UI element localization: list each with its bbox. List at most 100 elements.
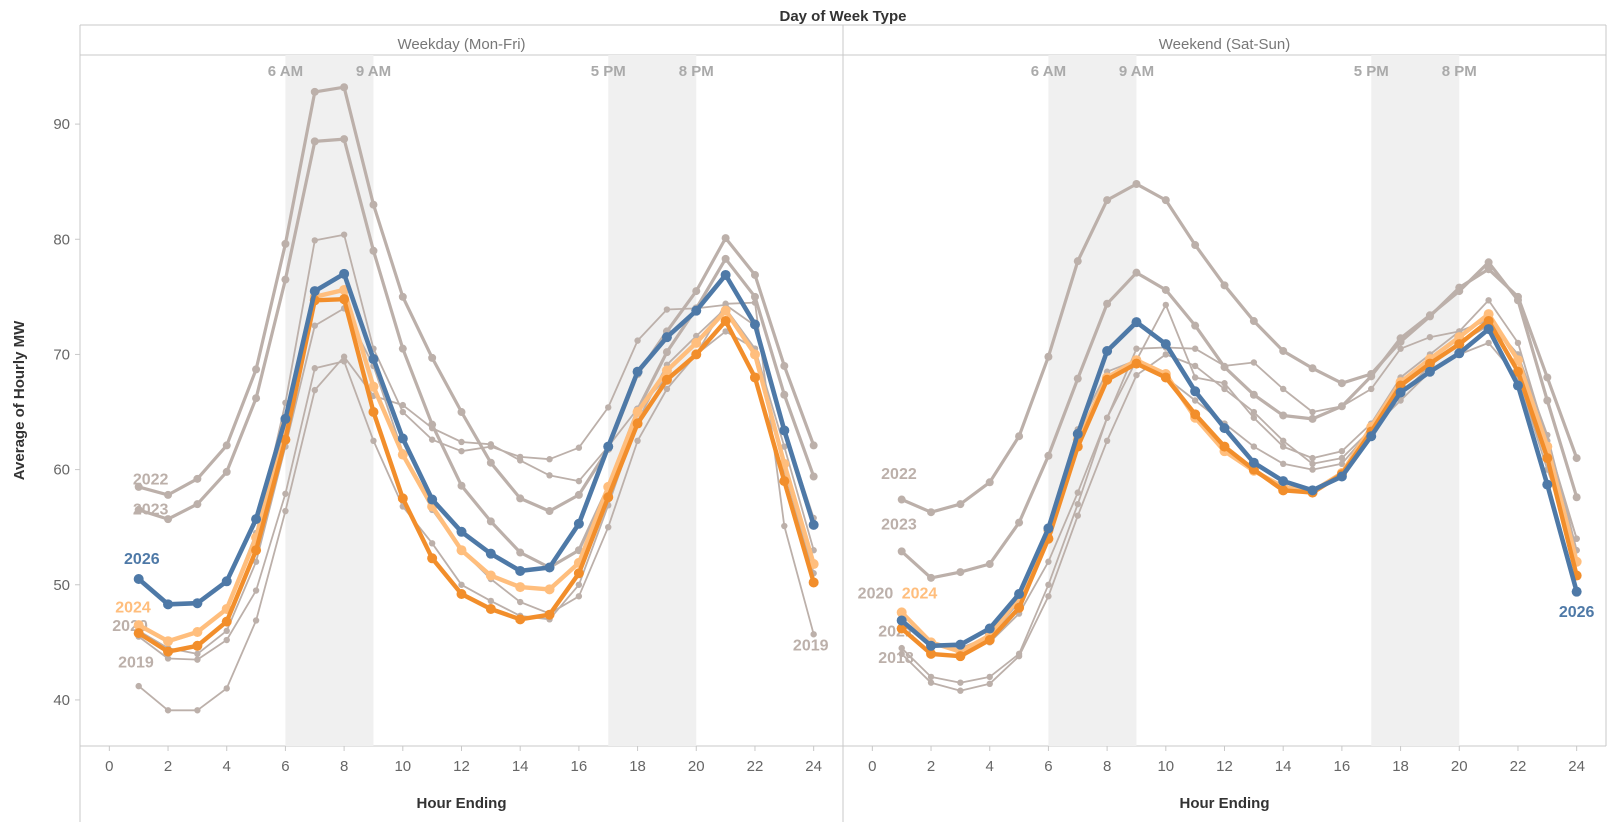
data-point: [1072, 428, 1083, 439]
x-tick-label: 22: [747, 758, 764, 775]
data-point: [1426, 333, 1434, 341]
data-point: [634, 437, 641, 445]
data-point: [808, 519, 819, 530]
data-point: [691, 337, 702, 348]
x-tick-label: 18: [1392, 758, 1409, 775]
data-point: [927, 573, 936, 582]
data-point: [1045, 558, 1052, 565]
data-point: [1250, 443, 1258, 450]
data-point: [1074, 500, 1081, 508]
data-point: [1249, 390, 1258, 399]
data-point: [1512, 366, 1523, 377]
x-tick-label: 24: [805, 758, 822, 775]
data-point: [135, 682, 142, 690]
data-point: [1250, 408, 1258, 416]
data-point: [634, 337, 641, 344]
data-point: [1250, 414, 1258, 421]
band-start-label: 5 PM: [591, 63, 626, 80]
data-point: [985, 478, 994, 487]
data-point: [1191, 374, 1199, 381]
data-point: [1368, 385, 1375, 393]
data-point: [164, 655, 172, 662]
data-point: [221, 616, 232, 627]
data-point: [575, 593, 583, 600]
series-end-label: 2019: [793, 637, 829, 654]
data-point: [986, 680, 993, 688]
data-point: [749, 372, 760, 383]
data-point: [427, 553, 438, 564]
x-tick-label: 4: [986, 758, 994, 775]
y-tick-label: 40: [53, 692, 70, 709]
data-point: [1424, 358, 1435, 369]
data-point: [721, 254, 730, 263]
data-point: [1338, 403, 1346, 410]
data-point: [1102, 345, 1113, 356]
data-point: [222, 467, 231, 476]
data-point: [1191, 362, 1199, 370]
data-point: [749, 319, 760, 330]
data-point: [985, 560, 994, 569]
data-point: [458, 438, 465, 446]
data-point: [661, 332, 672, 343]
data-point: [133, 574, 144, 585]
data-point: [575, 477, 583, 485]
x-tick-label: 10: [1157, 758, 1174, 775]
data-point: [1485, 339, 1492, 347]
data-point: [134, 482, 143, 491]
data-point: [1395, 387, 1406, 398]
data-point: [1279, 411, 1288, 420]
data-point: [1191, 345, 1199, 352]
y-tick-label: 80: [53, 231, 70, 248]
data-point: [280, 413, 291, 424]
data-point: [1132, 179, 1141, 188]
data-point: [252, 558, 260, 565]
data-point: [1279, 385, 1287, 393]
data-point: [134, 505, 143, 514]
data-point: [1044, 451, 1053, 460]
data-point: [750, 292, 759, 301]
series-label: 2026: [0, 0, 36, 4]
y-axis-title: Average of Hourly MW: [11, 320, 28, 480]
band-end-label: 8 PM: [1442, 63, 1477, 80]
band-end-label: 9 AM: [356, 63, 391, 80]
data-point: [1249, 317, 1258, 326]
x-tick-label: 8: [340, 758, 348, 775]
data-point: [1160, 372, 1171, 383]
x-tick-label: 12: [1216, 758, 1233, 775]
series-label: 2019: [118, 655, 154, 672]
data-point: [1190, 386, 1201, 397]
series-label: 2023: [881, 516, 917, 533]
data-point: [661, 365, 672, 376]
x-tick-label: 18: [629, 758, 646, 775]
data-point: [1367, 372, 1376, 381]
data-point: [1015, 518, 1024, 527]
data-point: [1514, 339, 1522, 347]
data-point: [1191, 321, 1200, 330]
data-point: [133, 628, 144, 639]
data-point: [898, 650, 905, 658]
series-label: 2022: [133, 472, 169, 489]
data-point: [340, 135, 349, 144]
data-point: [399, 401, 407, 409]
data-point: [605, 523, 612, 531]
data-point: [164, 490, 173, 499]
data-point: [1221, 385, 1228, 393]
data-point: [1250, 359, 1258, 366]
data-point: [251, 545, 262, 556]
data-point: [485, 548, 496, 559]
y-tick-label: 60: [53, 462, 70, 479]
data-point: [691, 305, 702, 316]
data-point: [749, 349, 760, 360]
x-tick-label: 16: [1334, 758, 1351, 775]
data-point: [1073, 257, 1082, 266]
data-point: [603, 492, 614, 503]
data-point: [544, 609, 555, 620]
data-point: [456, 588, 467, 599]
data-point: [691, 349, 702, 360]
data-point: [252, 617, 260, 624]
band-end-label: 9 AM: [1119, 63, 1154, 80]
data-point: [896, 607, 907, 618]
data-point: [310, 87, 319, 96]
data-point: [192, 598, 203, 609]
data-point: [282, 507, 289, 515]
